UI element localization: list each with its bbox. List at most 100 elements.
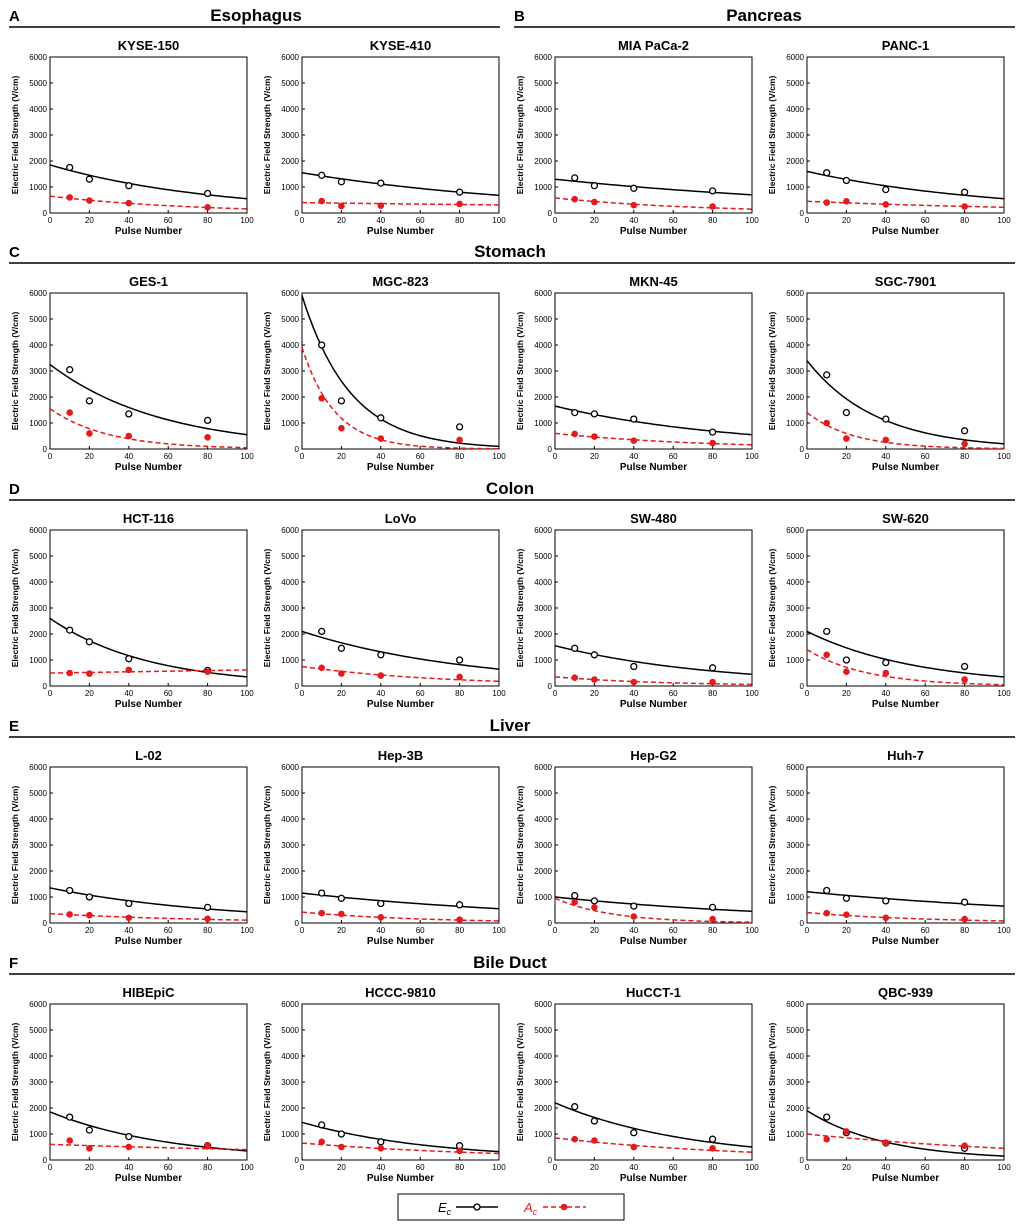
section-title-pancreas: Pancreas (726, 6, 802, 25)
data-point-ec (590, 897, 599, 905)
data-point-ec (708, 1135, 717, 1143)
y-tick-label: 2000 (534, 1104, 552, 1113)
data-point-ec (377, 1138, 385, 1146)
x-tick-label: 100 (492, 689, 506, 698)
x-tick-label: 60 (921, 926, 930, 935)
y-tick-label: 0 (548, 919, 553, 928)
x-tick-label: 40 (881, 452, 890, 461)
x-tick-label: 80 (708, 926, 717, 935)
fit-curve-ec (554, 178, 753, 196)
y-tick-label: 0 (295, 445, 300, 454)
x-axis-label: Pulse Number (115, 699, 182, 710)
y-tick-label: 0 (43, 682, 48, 691)
y-tick-label: 1000 (29, 183, 47, 192)
x-tick-label: 80 (455, 1163, 464, 1172)
data-point-ec (203, 416, 212, 425)
x-tick-label: 80 (455, 452, 464, 461)
data-point-ac (204, 668, 211, 676)
x-tick-label: 0 (48, 926, 53, 935)
data-point-ec (337, 644, 346, 652)
y-tick-label: 1000 (786, 656, 804, 665)
x-tick-label: 0 (553, 452, 558, 461)
plot-frame-sgc-7901 (806, 292, 1005, 450)
x-axis-label: Pulse Number (872, 936, 939, 947)
y-tick-label: 1000 (786, 419, 804, 428)
panel-title-hucct-1: HuCCT-1 (626, 985, 681, 1000)
data-point-ec (571, 408, 579, 417)
x-tick-label: 80 (455, 216, 464, 225)
data-point-ac (318, 909, 326, 917)
fit-curve-ac (301, 347, 500, 450)
y-tick-label: 2000 (281, 630, 299, 639)
y-tick-label: 2000 (281, 867, 299, 876)
data-point-ac (630, 678, 638, 686)
y-tick-label: 4000 (281, 1052, 299, 1061)
y-tick-label: 5000 (786, 79, 804, 88)
y-tick-label: 2000 (29, 157, 47, 166)
data-point-ac (823, 419, 831, 427)
data-point-ac (961, 440, 968, 448)
x-tick-label: 80 (960, 452, 969, 461)
y-tick-label: 6000 (534, 1000, 552, 1009)
y-tick-label: 5000 (534, 552, 552, 561)
data-point-ec (842, 656, 851, 664)
data-point-ac (318, 395, 326, 402)
y-tick-label: 3000 (281, 367, 299, 376)
x-tick-label: 100 (240, 926, 254, 935)
data-point-ec (842, 176, 851, 185)
y-axis-label: Electric Field Strength (V/cm) (10, 312, 20, 431)
data-point-ac (709, 678, 716, 686)
y-tick-label: 4000 (281, 341, 299, 350)
y-tick-label: 2000 (786, 393, 804, 402)
legend-box (397, 1193, 625, 1221)
data-point-ac (591, 433, 598, 440)
data-point-ec (571, 174, 579, 182)
y-tick-label: 5000 (786, 315, 804, 324)
data-point-ec (630, 184, 638, 192)
data-point-ac (125, 199, 133, 207)
fit-curve-ac (806, 200, 1005, 209)
data-point-ec (337, 178, 346, 186)
x-axis-label: Pulse Number (872, 699, 939, 710)
data-point-ac (882, 201, 890, 208)
data-point-ec (708, 428, 717, 436)
x-tick-label: 100 (745, 216, 759, 225)
data-point-ac (823, 651, 831, 659)
y-tick-label: 4000 (29, 1052, 47, 1061)
x-tick-label: 40 (124, 1163, 133, 1172)
x-tick-label: 20 (85, 452, 94, 461)
panel-letter-D: D (9, 481, 20, 498)
data-point-ec (708, 187, 717, 195)
data-point-ec (823, 371, 831, 379)
x-tick-label: 40 (376, 216, 385, 225)
data-point-ec (455, 656, 464, 664)
fit-curve-ec (806, 630, 1005, 678)
plot-frame-hucct-1 (554, 1003, 753, 1161)
y-tick-label: 0 (295, 919, 300, 928)
y-tick-label: 4000 (534, 1052, 552, 1061)
y-tick-label: 3000 (281, 604, 299, 613)
data-point-ec (337, 397, 346, 405)
y-tick-label: 5000 (534, 1026, 552, 1035)
data-point-ec (66, 886, 74, 895)
y-axis-label: Electric Field Strength (V/cm) (515, 312, 525, 431)
x-tick-label: 80 (203, 452, 212, 461)
data-point-ec (125, 655, 133, 663)
data-point-ac (125, 666, 133, 674)
data-point-ac (630, 437, 638, 444)
x-tick-label: 80 (708, 452, 717, 461)
plot-frame-kyse-410 (301, 56, 500, 214)
panel-letter-E: E (9, 718, 19, 735)
y-tick-label: 1000 (786, 183, 804, 192)
x-axis-label: Pulse Number (367, 699, 434, 710)
data-point-ec (455, 901, 464, 909)
x-tick-label: 40 (629, 1163, 638, 1172)
x-tick-label: 40 (881, 926, 890, 935)
x-tick-label: 60 (416, 1163, 425, 1172)
data-point-ec (842, 408, 851, 417)
fit-curve-ac (806, 412, 1005, 450)
data-point-ac (630, 201, 638, 209)
y-tick-label: 5000 (281, 789, 299, 798)
data-point-ac (961, 1142, 968, 1149)
data-point-ac (843, 198, 850, 205)
